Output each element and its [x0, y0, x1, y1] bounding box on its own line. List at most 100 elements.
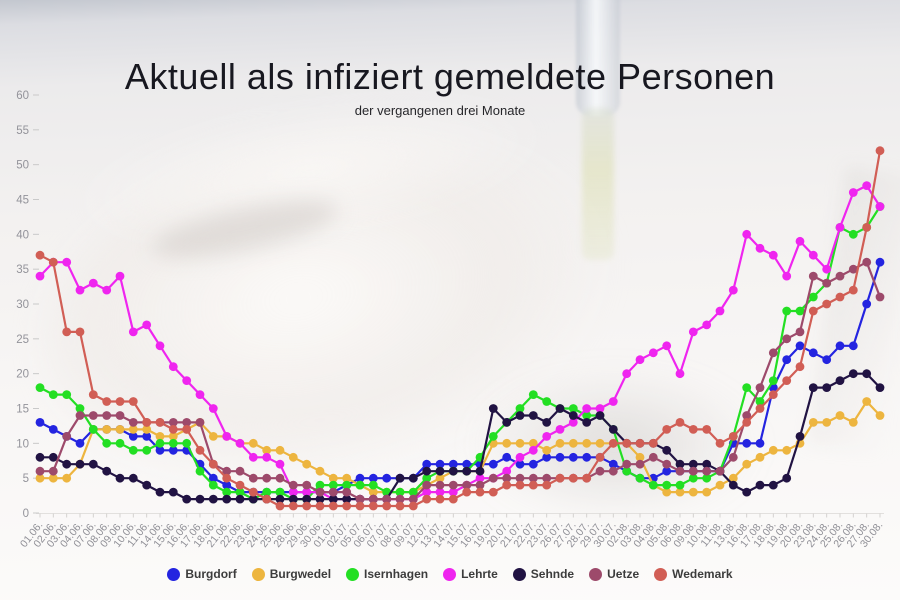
data-point — [862, 257, 872, 267]
data-point — [875, 383, 885, 392]
legend-item-burgdorf[interactable]: Burgdorf — [167, 567, 237, 581]
data-point — [328, 501, 338, 511]
data-point — [408, 501, 418, 511]
data-point — [835, 292, 845, 302]
data-point — [262, 494, 272, 504]
data-point — [142, 432, 152, 441]
data-point — [528, 445, 538, 455]
data-point — [75, 438, 85, 448]
data-point — [755, 383, 765, 392]
data-point — [248, 487, 258, 497]
data-point — [222, 480, 232, 490]
data-point — [475, 480, 485, 490]
data-point — [848, 285, 858, 295]
data-point — [235, 480, 245, 490]
data-point — [688, 487, 698, 497]
data-point — [875, 202, 885, 211]
data-point — [315, 494, 325, 504]
data-point — [702, 320, 712, 330]
data-point — [582, 411, 592, 420]
data-point — [808, 292, 818, 302]
data-point — [555, 473, 565, 483]
data-point — [528, 459, 538, 469]
data-point — [315, 480, 325, 490]
data-point — [395, 501, 405, 511]
data-point — [368, 480, 378, 490]
legend-item-burgwedel[interactable]: Burgwedel — [251, 567, 331, 581]
data-point — [262, 452, 272, 462]
data-point — [755, 452, 765, 462]
data-point — [675, 418, 685, 427]
data-point — [195, 466, 205, 476]
data-point — [555, 438, 565, 448]
data-point — [128, 432, 138, 441]
data-point — [475, 466, 485, 476]
legend-item-lehrte[interactable]: Lehrte — [443, 567, 498, 581]
data-point — [768, 348, 778, 358]
data-point — [128, 425, 138, 434]
data-point — [622, 369, 632, 379]
data-point — [875, 411, 885, 420]
data-point — [128, 397, 138, 406]
data-point — [568, 418, 578, 427]
data-point — [208, 404, 218, 413]
data-point — [182, 418, 192, 427]
data-point — [648, 452, 658, 462]
data-point — [542, 480, 552, 490]
y-axis-tick-label: 45 — [16, 195, 29, 207]
data-point — [488, 432, 498, 441]
data-point — [115, 411, 125, 420]
data-point — [862, 397, 872, 406]
legend-label: Burgdorf — [185, 567, 237, 581]
data-point — [582, 418, 592, 427]
data-point — [75, 459, 85, 469]
page-title: Aktuell als infiziert gemeldete Personen — [124, 56, 776, 97]
data-point — [862, 369, 872, 379]
data-point — [488, 473, 498, 483]
data-point — [488, 459, 498, 469]
data-point — [168, 425, 178, 434]
legend-item-wedemark[interactable]: Wedemark — [654, 567, 733, 581]
data-point — [262, 445, 272, 455]
data-point — [395, 487, 405, 497]
data-point — [155, 445, 165, 455]
data-point — [755, 404, 765, 413]
data-point — [88, 411, 98, 420]
data-point — [862, 181, 872, 191]
data-point — [795, 236, 805, 246]
data-point — [342, 501, 352, 511]
data-point — [742, 438, 752, 448]
data-point — [808, 250, 818, 260]
legend-item-uetze[interactable]: Uetze — [589, 567, 639, 581]
y-axis-tick-label: 5 — [23, 473, 29, 485]
data-point — [155, 341, 165, 351]
data-point — [675, 487, 685, 497]
data-point — [702, 466, 712, 476]
data-point — [275, 501, 285, 511]
data-point — [235, 438, 245, 448]
data-point — [795, 362, 805, 372]
data-point — [782, 271, 792, 281]
data-point — [795, 306, 805, 316]
data-point — [675, 480, 685, 490]
legend-color-dot — [589, 567, 603, 581]
legend-item-isernhagen[interactable]: Isernhagen — [346, 567, 428, 581]
data-point — [782, 334, 792, 344]
legend-item-sehnde[interactable]: Sehnde — [512, 567, 574, 581]
data-point — [62, 432, 72, 441]
data-point — [48, 390, 58, 399]
data-point — [595, 452, 605, 462]
data-point — [275, 445, 285, 455]
data-point — [862, 299, 872, 309]
data-point — [208, 494, 218, 504]
data-point — [755, 397, 765, 406]
data-point — [835, 223, 845, 232]
data-point — [608, 397, 618, 406]
data-point — [808, 348, 818, 358]
data-point — [315, 501, 325, 511]
data-point — [688, 425, 698, 434]
data-point — [728, 452, 738, 462]
data-point — [862, 223, 872, 232]
data-point — [208, 459, 218, 469]
data-point — [688, 327, 698, 337]
